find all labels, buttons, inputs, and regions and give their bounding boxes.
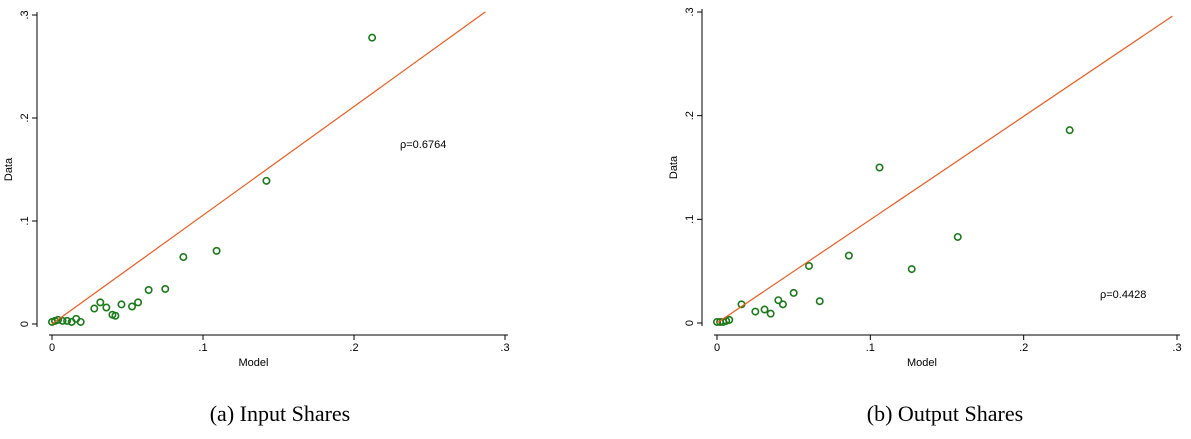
y-tick-label: .2 — [19, 113, 31, 122]
point — [815, 297, 824, 306]
x-tick-label: .1 — [198, 342, 207, 354]
x-tick-label: .3 — [500, 342, 509, 354]
point — [96, 298, 105, 307]
point — [90, 304, 99, 313]
point — [789, 288, 798, 297]
y-tick-label: .3 — [684, 7, 696, 16]
point — [875, 163, 884, 172]
point — [1065, 126, 1074, 135]
caption: (b) Output Shares — [867, 401, 1023, 426]
point — [774, 296, 783, 305]
fit-line — [51, 11, 486, 325]
point — [134, 298, 143, 307]
x-tick-label: 0 — [49, 342, 55, 354]
caption: (a) Input Shares — [210, 401, 351, 426]
y-tick-label: .3 — [19, 10, 31, 19]
x-tick-label: .2 — [1019, 342, 1028, 354]
point — [953, 232, 962, 241]
point — [766, 309, 775, 318]
point — [144, 286, 153, 295]
point — [117, 300, 126, 309]
y-axis-title: Data — [3, 157, 15, 181]
y-tick-label: .1 — [684, 215, 696, 224]
x-axis-title: Model — [239, 357, 269, 369]
point — [54, 315, 63, 324]
fit-line — [716, 15, 1173, 324]
point — [102, 303, 111, 312]
point — [212, 246, 221, 255]
point — [63, 316, 72, 325]
x-tick-label: .2 — [349, 342, 358, 354]
point — [128, 302, 137, 311]
y-tick-label: 0 — [19, 321, 31, 327]
y-axis-title: Data — [668, 155, 680, 179]
point — [262, 176, 271, 185]
annotation: ρ=0.6764 — [400, 139, 446, 151]
point — [751, 307, 760, 316]
point — [161, 284, 170, 293]
point — [76, 317, 85, 326]
point — [111, 311, 120, 320]
y-tick-label: 0 — [684, 320, 696, 326]
x-tick-label: .1 — [866, 342, 875, 354]
x-axis-title: Model — [907, 357, 937, 369]
x-tick-label: 0 — [714, 342, 720, 354]
point — [844, 251, 853, 260]
point — [725, 315, 734, 324]
y-tick-label: .1 — [19, 216, 31, 225]
annotation: ρ=0.4428 — [1100, 289, 1146, 301]
point — [58, 316, 67, 325]
x-tick-label: .3 — [1172, 342, 1181, 354]
point — [179, 253, 188, 262]
point — [760, 305, 769, 314]
y-tick-label: .2 — [684, 111, 696, 120]
point — [804, 261, 813, 270]
point — [907, 265, 916, 274]
point — [778, 300, 787, 309]
point — [368, 33, 377, 42]
